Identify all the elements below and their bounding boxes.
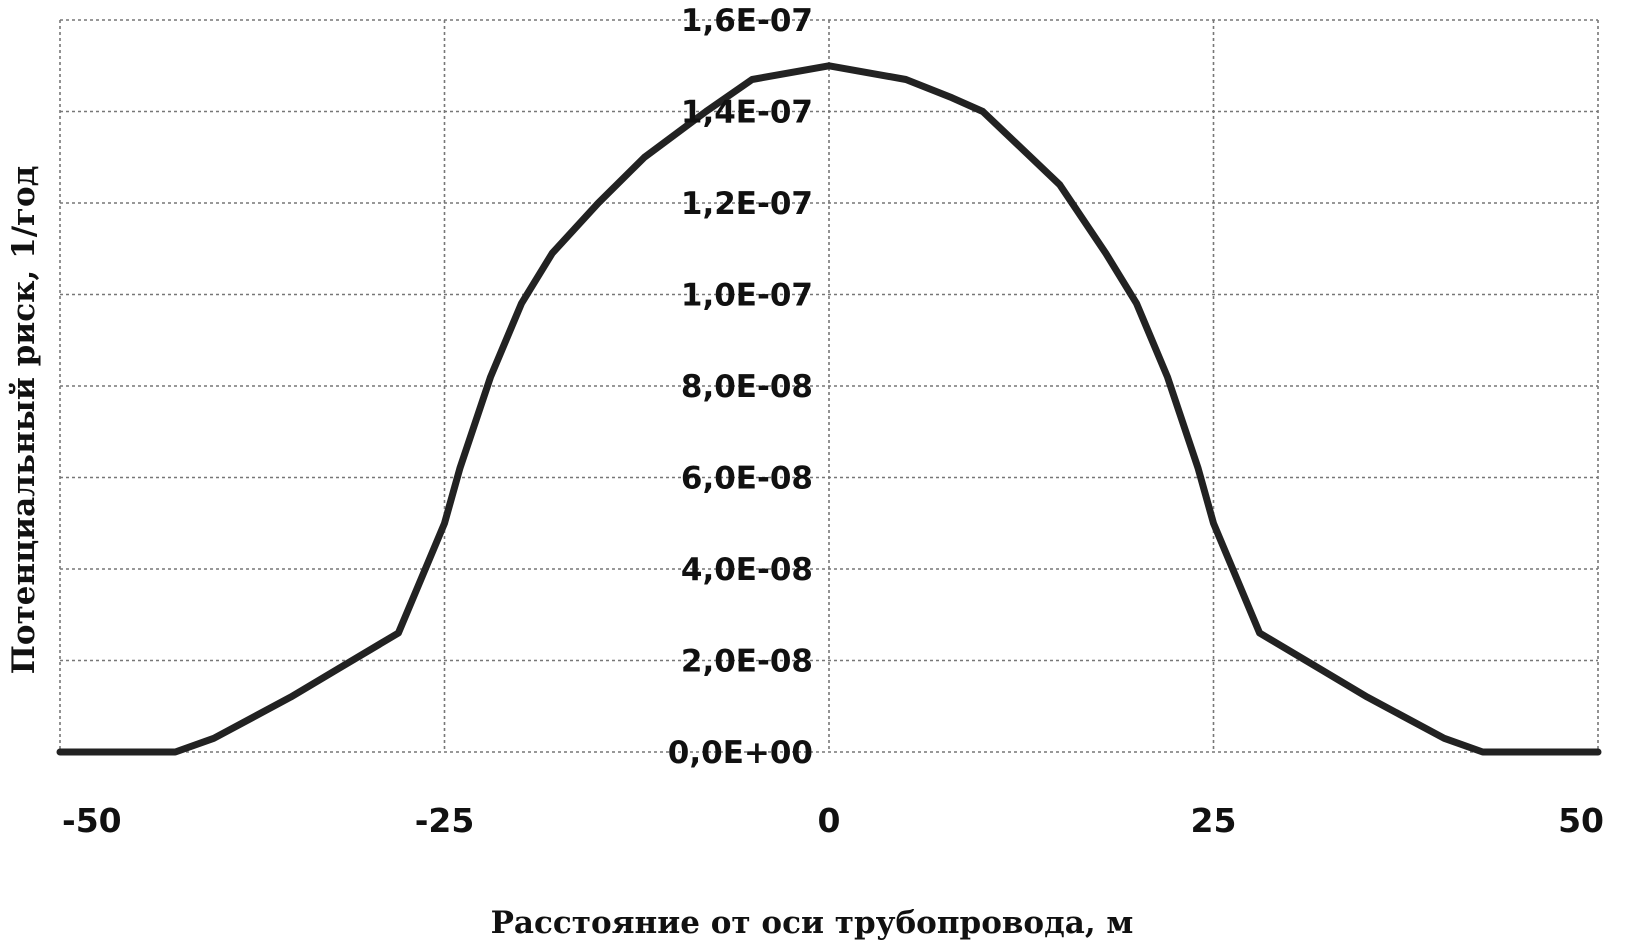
y-tick-label: 1,2E-07 <box>681 186 813 222</box>
x-tick-label: -50 <box>62 801 122 840</box>
y-tick-label: 2,0E-08 <box>681 644 813 680</box>
y-tick-label: 8,0E-08 <box>681 369 813 405</box>
y-axis-title: Потенциальный риск, 1/год <box>6 166 42 675</box>
y-tick-label: 1,6E-07 <box>681 3 813 39</box>
y-tick-label: 6,0E-08 <box>681 461 813 497</box>
series-group <box>56 62 1602 756</box>
gridlines <box>59 19 1599 753</box>
y-tick-label: 1,4E-07 <box>681 95 813 131</box>
x-tick-label: 0 <box>818 801 841 840</box>
y-tick-label: 4,0E-08 <box>681 552 813 588</box>
x-tick-label: -25 <box>415 801 475 840</box>
x-tick-labels: -50 -25 0 25 50 <box>62 801 1604 840</box>
x-tick-label: 25 <box>1191 801 1237 840</box>
y-tick-label: 1,0E-07 <box>681 278 813 314</box>
series-line <box>56 62 1602 756</box>
y-tick-label: 0,0E+00 <box>668 735 813 771</box>
x-tick-label: 50 <box>1558 801 1604 840</box>
y-tick-labels: 0,0E+00 2,0E-08 4,0E-08 6,0E-08 8,0E-08 1,0E-… <box>668 3 813 771</box>
x-axis-title: Расстояние от оси трубопровода, м <box>491 905 1134 941</box>
